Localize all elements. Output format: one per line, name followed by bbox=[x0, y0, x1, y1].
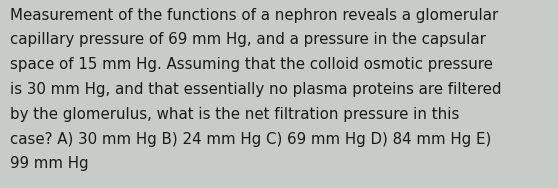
Text: Measurement of the functions of a nephron reveals a glomerular: Measurement of the functions of a nephro… bbox=[10, 8, 498, 23]
Text: 99 mm Hg: 99 mm Hg bbox=[10, 156, 89, 171]
Text: space of 15 mm Hg. Assuming that the colloid osmotic pressure: space of 15 mm Hg. Assuming that the col… bbox=[10, 57, 493, 72]
Text: is 30 mm Hg, and that essentially no plasma proteins are filtered: is 30 mm Hg, and that essentially no pla… bbox=[10, 82, 502, 97]
Text: by the glomerulus, what is the net filtration pressure in this: by the glomerulus, what is the net filtr… bbox=[10, 107, 459, 122]
Text: capillary pressure of 69 mm Hg, and a pressure in the capsular: capillary pressure of 69 mm Hg, and a pr… bbox=[10, 32, 486, 47]
Text: case? A) 30 mm Hg B) 24 mm Hg C) 69 mm Hg D) 84 mm Hg E): case? A) 30 mm Hg B) 24 mm Hg C) 69 mm H… bbox=[10, 132, 492, 147]
